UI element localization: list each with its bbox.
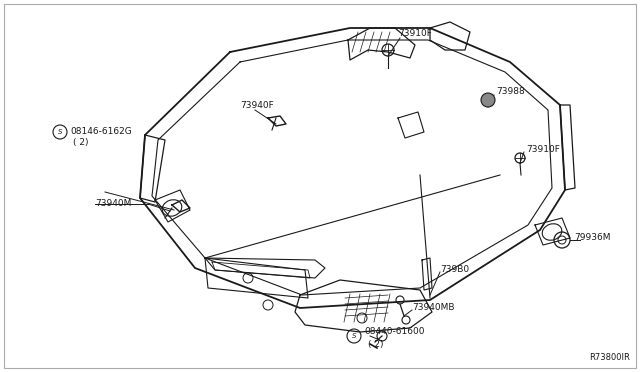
Text: 73910F: 73910F bbox=[526, 145, 560, 154]
Text: 73940MB: 73940MB bbox=[412, 304, 454, 312]
Circle shape bbox=[481, 93, 495, 107]
Text: S: S bbox=[58, 129, 62, 135]
Text: 73940F: 73940F bbox=[240, 102, 274, 110]
Text: S: S bbox=[352, 333, 356, 339]
Text: 08440-61600: 08440-61600 bbox=[364, 327, 424, 337]
Text: R73800IR: R73800IR bbox=[589, 353, 630, 362]
Text: 73940M: 73940M bbox=[95, 199, 131, 208]
Text: 08146-6162G: 08146-6162G bbox=[70, 128, 132, 137]
Text: ( 2): ( 2) bbox=[73, 138, 88, 148]
Text: 73910F: 73910F bbox=[398, 29, 432, 38]
Text: 73988: 73988 bbox=[496, 87, 525, 96]
Text: 79936M: 79936M bbox=[574, 234, 611, 243]
Text: ( 2): ( 2) bbox=[368, 340, 383, 349]
Text: 739B0: 739B0 bbox=[440, 266, 469, 275]
